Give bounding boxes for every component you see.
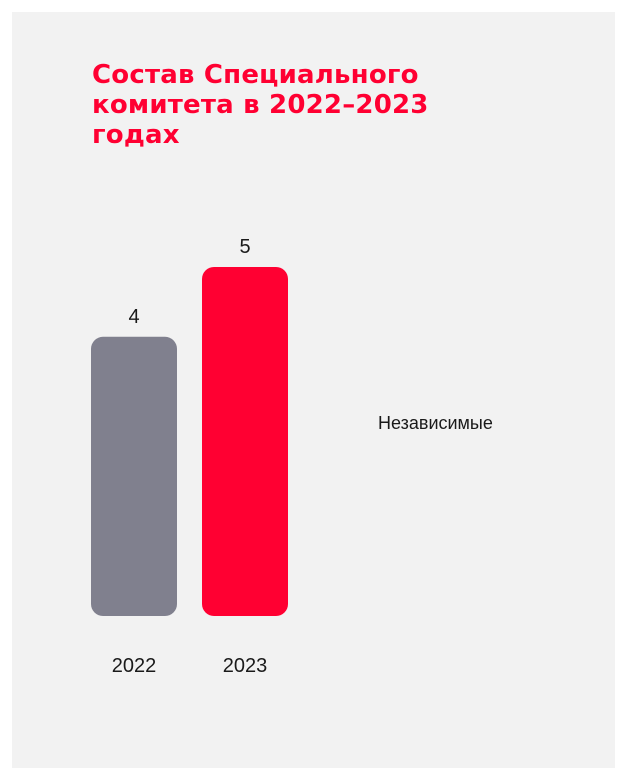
- chart-panel: Состав Специального комитета в 2022–2023…: [12, 12, 615, 768]
- bar-chart: 4 2022 5 2023: [91, 236, 288, 677]
- x-tick-label-2022: 2022: [112, 655, 157, 677]
- data-label-2022: 4: [128, 306, 139, 328]
- x-tick-label-2023: 2023: [223, 655, 268, 677]
- bar-2022: [91, 336, 177, 616]
- legend-entry-independent: Независимые: [378, 413, 493, 433]
- bar-2023: [202, 267, 288, 616]
- chart-title: Состав Специального комитета в 2022–2023…: [92, 60, 429, 150]
- data-label-2023: 5: [239, 236, 250, 258]
